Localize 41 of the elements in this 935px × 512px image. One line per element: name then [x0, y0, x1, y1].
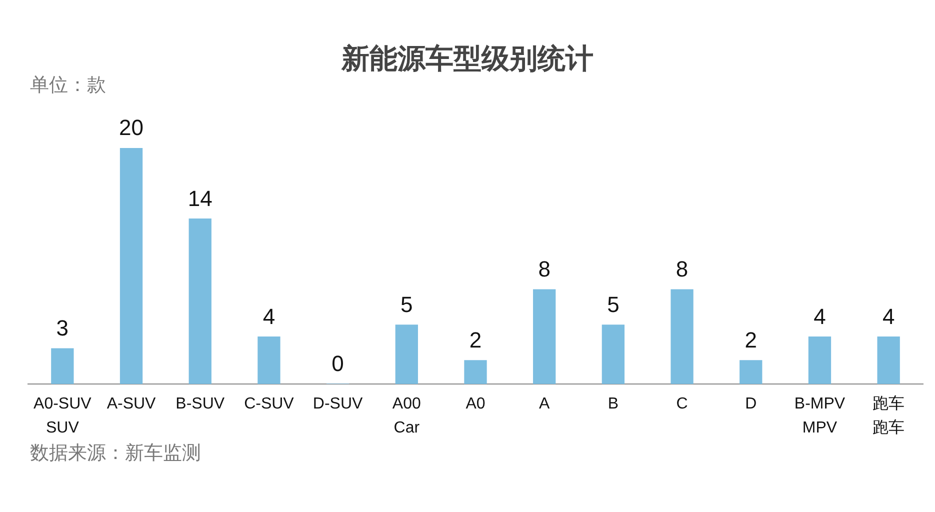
bar	[533, 289, 556, 384]
bar	[670, 289, 694, 384]
x-tick-label: A0-SUV SUV	[34, 395, 92, 436]
data-label: 2	[469, 327, 482, 352]
x-tick-label: A-SUV	[106, 395, 156, 412]
data-label: 8	[538, 256, 550, 282]
data-label: 4	[814, 304, 826, 329]
data-label: 14	[188, 186, 212, 211]
bar	[602, 324, 625, 384]
bar	[188, 218, 212, 384]
data-label: 8	[676, 256, 688, 282]
x-tick-label: B	[608, 395, 619, 412]
x-tick-label: 跑车跑车	[872, 394, 905, 436]
source-note: 数据来源：新车监测	[30, 441, 201, 466]
data-label: 0	[332, 351, 344, 376]
bar	[808, 336, 832, 384]
x-tick-label: D	[745, 395, 757, 412]
x-tick-label: C-SUV	[244, 395, 294, 412]
x-tick-label: C	[676, 395, 688, 412]
bar	[120, 148, 143, 384]
bar	[258, 336, 280, 384]
x-tick-label: B-MPV MPV	[794, 395, 846, 436]
data-label: 20	[119, 115, 144, 140]
chart-title: 新能源车型级别统计	[342, 42, 594, 75]
bar	[740, 360, 762, 384]
x-tick-label: D-SUV	[312, 395, 364, 412]
x-tick-label: A	[539, 395, 550, 412]
data-label: 4	[882, 304, 895, 329]
bar	[464, 360, 487, 384]
data-label: 5	[607, 292, 620, 318]
data-label: 5	[400, 292, 413, 318]
bar	[877, 336, 900, 384]
x-tick-label: A00 Car	[392, 395, 421, 436]
data-label: 2	[744, 327, 758, 352]
text: 单位：款	[30, 73, 106, 98]
data-label: 3	[56, 316, 69, 341]
bar	[51, 348, 74, 384]
x-tick-label: B-SUV	[176, 395, 225, 412]
x-tick-label: A0	[466, 395, 486, 412]
data-label: 4	[262, 304, 276, 329]
bar	[395, 324, 418, 384]
